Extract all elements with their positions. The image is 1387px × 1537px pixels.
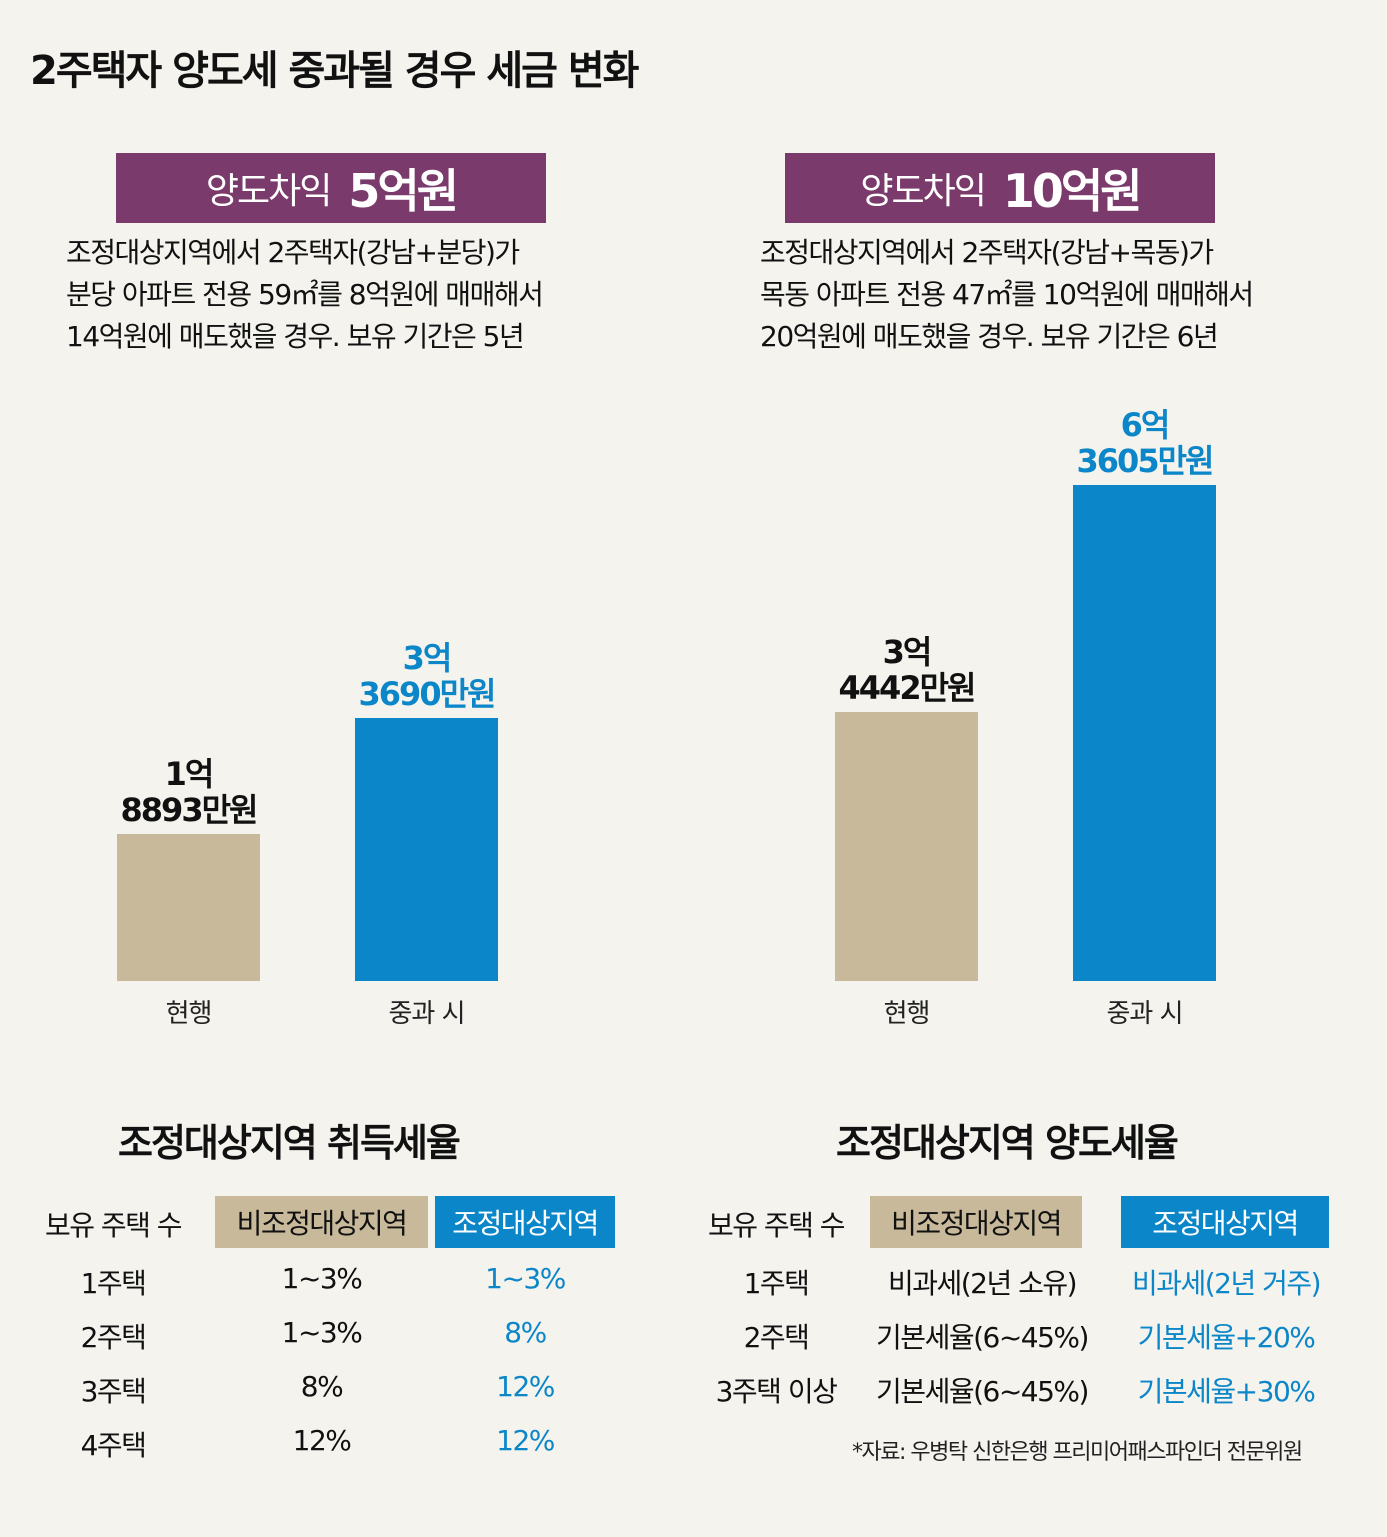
acq-row-adjusted: 8% — [504, 1316, 547, 1349]
acq-row-count: 4주택 — [80, 1429, 147, 1462]
bar-value-line: 3억 — [882, 633, 933, 672]
category-label-heavy: 중과 시 — [1106, 999, 1183, 1029]
acq-row-count: 3주택 — [80, 1375, 147, 1408]
banner-right: 양도차익 10억원 — [785, 153, 1215, 223]
bar-heavy — [355, 718, 498, 981]
acq-row-nonadjusted: 12% — [292, 1424, 352, 1457]
page-title: 2주택자 양도세 중과될 경우 세금 변화 — [30, 48, 639, 94]
bar-value-label-heavy: 6억 3605만원 — [1033, 407, 1256, 479]
trans-header-adjusted: 조정대상지역 — [1121, 1196, 1329, 1248]
trans-row-count: 3주택 이상 — [715, 1375, 838, 1408]
acq-row-nonadjusted: 8% — [300, 1370, 344, 1403]
acq-header-nonadjusted: 비조정대상지역 — [215, 1196, 428, 1248]
description-line: 분당 아파트 전용 59㎡를 8억원에 매매해서 — [66, 278, 544, 311]
banner-amount: 5억원 — [348, 164, 459, 218]
trans-row-nonadjusted: 기본세율(6~45%) — [876, 1321, 1089, 1354]
trans-row-adjusted: 비과세(2년 거주) — [1131, 1267, 1322, 1300]
acq-row-adjusted: 12% — [496, 1424, 555, 1457]
acq-row-adjusted: 12% — [496, 1370, 555, 1403]
description-right: 조정대상지역에서 2주택자(강남+목동)가 목동 아파트 전용 47㎡를 10억… — [760, 232, 1254, 358]
bar-value-line: 8893만원 — [120, 790, 259, 829]
bar-value-label-heavy: 3억 3690만원 — [315, 640, 538, 712]
source-note: *자료: 우병탁 신한은행 프리미어패스파인더 전문위원 — [852, 1440, 1303, 1465]
bar-value-line: 6억 — [1120, 406, 1171, 444]
bar-value-line: 1억 — [164, 754, 215, 793]
bar-value-label-current: 3억 4442만원 — [795, 634, 1018, 706]
category-label-current: 현행 — [883, 999, 931, 1029]
acq-row-nonadjusted: 1~3% — [281, 1316, 363, 1349]
category-label-current: 현행 — [165, 999, 213, 1029]
trans-table-title: 조정대상지역 양도세율 — [836, 1121, 1179, 1165]
description-line: 조정대상지역에서 2주택자(강남+분당)가 — [66, 236, 520, 269]
trans-row-nonadjusted: 비과세(2년 소유) — [887, 1267, 1078, 1300]
trans-header-count: 보유 주택 수 — [707, 1209, 846, 1242]
bar-value-line: 3605만원 — [1076, 442, 1215, 480]
description-line: 14억원에 매도했을 경우. 보유 기간은 5년 — [66, 320, 525, 353]
acq-row-nonadjusted: 1~3% — [281, 1262, 363, 1295]
acq-header-adjusted: 조정대상지역 — [435, 1196, 615, 1248]
trans-header-nonadjusted: 비조정대상지역 — [870, 1196, 1082, 1248]
acq-row-adjusted: 1~3% — [485, 1262, 566, 1295]
bar-value-line: 3억 — [402, 639, 453, 678]
description-line: 20억원에 매도했을 경우. 보유 기간은 6년 — [760, 320, 1219, 353]
description-left: 조정대상지역에서 2주택자(강남+분당)가 분당 아파트 전용 59㎡를 8억원… — [66, 232, 544, 358]
category-label-heavy: 중과 시 — [388, 999, 465, 1029]
description-line: 조정대상지역에서 2주택자(강남+목동)가 — [760, 236, 1214, 269]
acq-table-title: 조정대상지역 취득세율 — [118, 1121, 461, 1165]
acq-row-count: 2주택 — [80, 1321, 147, 1354]
bar-value-line: 4442만원 — [838, 669, 977, 708]
bar-current — [117, 833, 260, 981]
banner-label: 양도차익 — [860, 171, 986, 212]
acq-header-count: 보유 주택 수 — [44, 1209, 183, 1242]
trans-row-adjusted: 기본세율+20% — [1137, 1321, 1316, 1354]
bar-heavy — [1073, 485, 1216, 981]
trans-row-adjusted: 기본세율+30% — [1137, 1375, 1316, 1408]
trans-row-nonadjusted: 기본세율(6~45%) — [876, 1375, 1089, 1408]
banner-amount: 10억원 — [1002, 164, 1143, 218]
description-line: 목동 아파트 전용 47㎡를 10억원에 매매해서 — [760, 278, 1254, 311]
trans-row-count: 1주택 — [743, 1267, 810, 1300]
banner-left: 양도차익 5억원 — [116, 153, 546, 223]
bar-current — [835, 712, 978, 981]
banner-label: 양도차익 — [205, 171, 332, 212]
trans-row-count: 2주택 — [743, 1321, 810, 1354]
bar-value-label-current: 1억 8893만원 — [77, 756, 300, 828]
bar-value-line: 3690만원 — [358, 675, 497, 714]
acq-row-count: 1주택 — [80, 1267, 147, 1300]
